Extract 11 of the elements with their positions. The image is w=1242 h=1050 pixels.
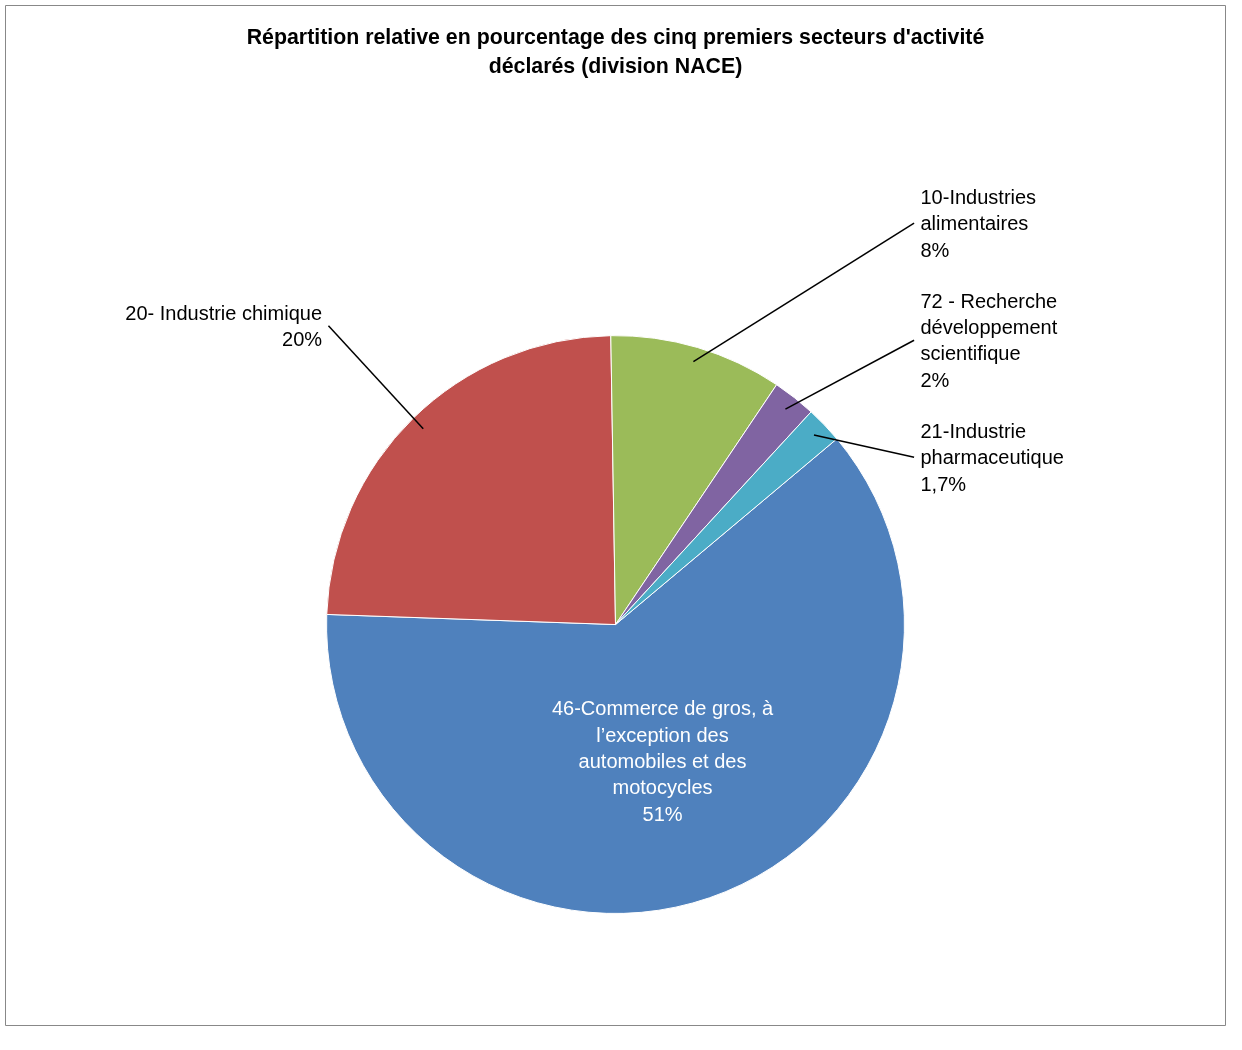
data-label: 2% <box>920 368 950 391</box>
slice-label: 20- Industrie chimique <box>125 301 323 324</box>
data-label: 20% <box>282 328 323 351</box>
chart-title: Répartition relative en pourcentage des cinq premiers secteurs d'activité déclarés (division NACE) <box>246 24 985 78</box>
data-label: 51% <box>642 802 683 825</box>
slice-label: 46-Commerce de gros, à l’exception des automobiles et des motocycles <box>551 697 774 799</box>
data-label: 8% <box>920 238 950 261</box>
slice-label: 10-Industries alimentaires <box>920 185 1037 235</box>
slice-label: 72 - Recherche développement scientifique <box>920 289 1058 365</box>
slice-label: 21-Industrie pharmaceutique <box>920 419 1064 469</box>
data-label: 1,7% <box>920 472 967 495</box>
